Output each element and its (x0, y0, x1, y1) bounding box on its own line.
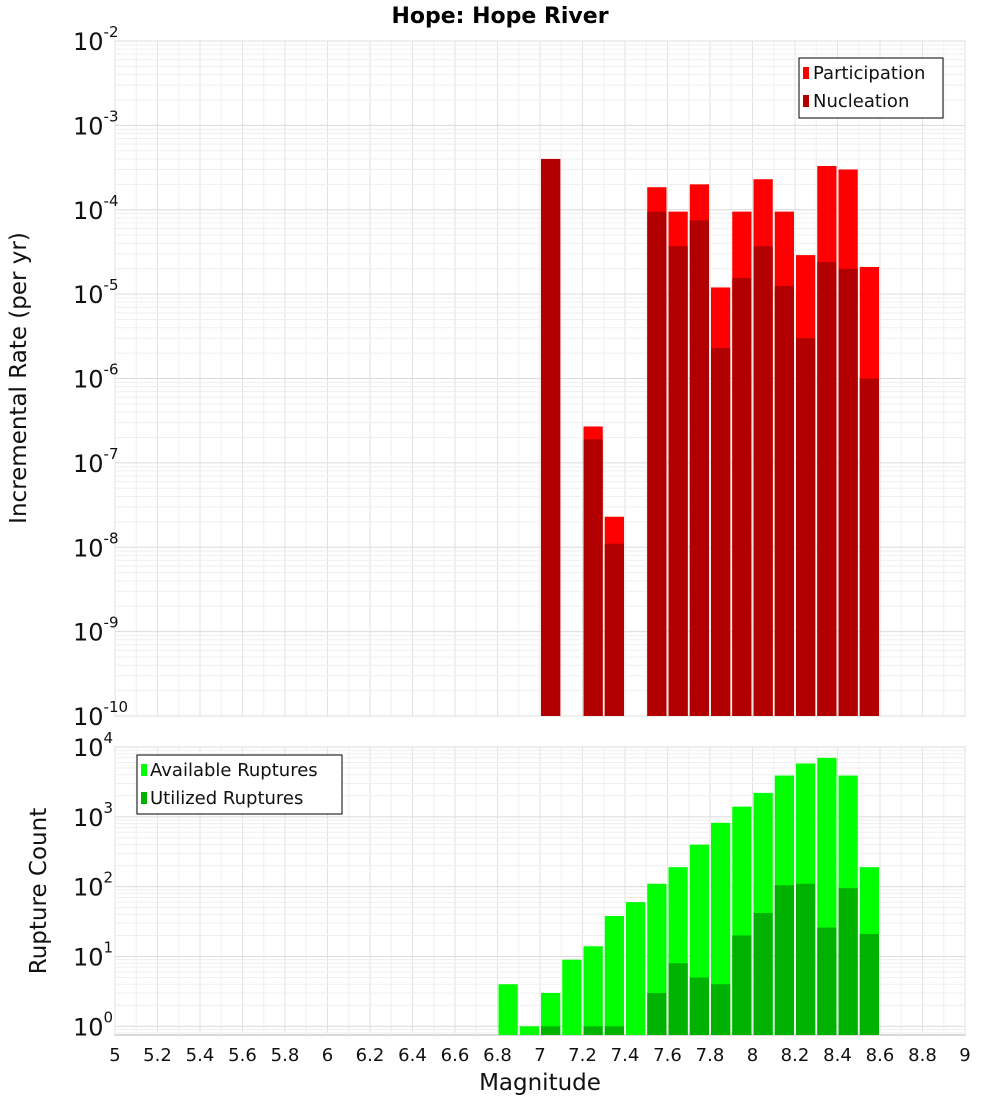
x-tick-5-6: 5.6 (228, 1045, 257, 1066)
bar-nucleation-8-15 (774, 285, 794, 716)
legend-swatch-participation (803, 67, 809, 79)
incremental-rate-y-tick-1e-2: 10-2 (73, 23, 119, 56)
chart-title: Hope: Hope River (391, 4, 608, 29)
bar-nucleation-8-05 (753, 246, 773, 716)
legend-label-participation: Participation (813, 63, 925, 84)
incremental-rate-legend: Participation Nucleation (798, 57, 944, 119)
x-tick-6-4: 6.4 (398, 1045, 427, 1066)
magnitude-x-axis-label: Magnitude (479, 1070, 601, 1096)
rupture-count-legend: Available Ruptures Utilized Ruptures (136, 754, 343, 815)
x-tick-7-8: 7.8 (696, 1045, 725, 1066)
incremental-rate-y-tick-1e-5: 10-5 (73, 276, 119, 309)
bar-utilized-ruptures-7-05 (541, 1026, 561, 1035)
incremental-rate-y-tick-1e-3: 10-3 (73, 107, 119, 140)
incremental-rate-y-tick-1e-4: 10-4 (73, 192, 119, 225)
x-tick-9: 9 (959, 1045, 970, 1066)
x-tick-8: 8 (747, 1045, 758, 1066)
bar-available-ruptures-7-45 (626, 902, 646, 1035)
bar-available-ruptures-7-35 (604, 915, 624, 1035)
bar-nucleation-8-45 (838, 268, 858, 716)
bar-nucleation-7-35 (604, 543, 624, 716)
x-tick-8-8: 8.8 (908, 1045, 937, 1066)
bar-nucleation-7-75 (689, 220, 709, 717)
bar-available-ruptures-6-85 (498, 984, 518, 1035)
bar-nucleation-8-55 (859, 378, 879, 716)
rupture-count-y-tick-1e0: 100 (73, 1008, 113, 1041)
incremental-rate-y-tick-1e-6: 10-6 (73, 361, 119, 394)
incremental-rate-y-axis-label: Incremental Rate (per yr) (6, 232, 32, 524)
bar-nucleation-7-55 (647, 211, 667, 716)
bar-nucleation-8-25 (796, 338, 816, 716)
incremental-rate-bars (541, 158, 879, 717)
x-tick-7-6: 7.6 (653, 1045, 682, 1066)
rupture-count-y-axis-label: Rupture Count (26, 808, 52, 974)
legend-swatch-utilized-ruptures (141, 792, 147, 804)
rupture-count-y-tick-1e1: 101 (73, 938, 113, 971)
legend-swatch-nucleation (803, 95, 809, 107)
x-tick-6-6: 6.6 (441, 1045, 470, 1066)
incremental-rate-y-tick-1e-7: 10-7 (73, 445, 119, 478)
bar-utilized-ruptures-7-65 (668, 963, 688, 1035)
x-tick-7-4: 7.4 (611, 1045, 640, 1066)
rupture-count-legend-box (136, 754, 343, 815)
x-tick-7-2: 7.2 (568, 1045, 597, 1066)
bar-utilized-ruptures-8-35 (817, 927, 837, 1035)
incremental-rate-y-tick-1e-9: 10-9 (73, 614, 119, 647)
x-tick-5-8: 5.8 (271, 1045, 300, 1066)
bar-available-ruptures-7-85 (711, 822, 731, 1035)
x-tick-5: 5 (109, 1045, 120, 1066)
magnitude-x-ticks: 5 5.2 5.4 5.6 5.8 6 6.2 6.4 6.6 6.8 7 7.2 7.4 7.6 7.8 8… (109, 1045, 970, 1066)
incremental-rate-y-tick-1e-8: 10-8 (73, 529, 119, 562)
bar-nucleation-7-95 (732, 278, 752, 716)
bar-nucleation-7-65 (668, 246, 688, 716)
bar-nucleation-7-05 (541, 158, 561, 717)
bar-utilized-ruptures-7-85 (711, 984, 731, 1035)
x-tick-5-4: 5.4 (186, 1045, 215, 1066)
x-tick-6-2: 6.2 (356, 1045, 385, 1066)
bar-utilized-ruptures-7-55 (647, 992, 667, 1035)
bar-utilized-ruptures-7-75 (689, 977, 709, 1035)
incremental-rate-y-tick-1e-10: 10-10 (73, 698, 128, 731)
legend-label-utilized-ruptures: Utilized Ruptures (150, 788, 303, 809)
bar-utilized-ruptures-8-05 (753, 912, 773, 1035)
legend-label-nucleation: Nucleation (813, 91, 909, 112)
x-tick-8-2: 8.2 (781, 1045, 810, 1066)
bar-utilized-ruptures-7-95 (732, 935, 752, 1035)
x-tick-8-4: 8.4 (823, 1045, 852, 1066)
bar-utilized-ruptures-8-15 (774, 885, 794, 1035)
bar-available-ruptures-7-25 (583, 946, 603, 1035)
incremental-rate-legend-box (798, 57, 944, 119)
rupture-count-y-tick-1e4: 104 (73, 729, 113, 762)
x-tick-7: 7 (534, 1045, 545, 1066)
bar-available-ruptures-7-05 (541, 992, 561, 1035)
bar-nucleation-7-85 (711, 347, 731, 716)
rupture-count-bars (498, 757, 879, 1035)
bar-nucleation-7-25 (583, 439, 603, 716)
x-tick-6-8: 6.8 (483, 1045, 512, 1066)
rupture-count-y-ticks: 100 101 102 103 104 (73, 729, 113, 1041)
x-tick-6: 6 (322, 1045, 333, 1066)
bar-available-ruptures-7-15 (562, 959, 582, 1035)
x-tick-5-2: 5.2 (143, 1045, 172, 1066)
bar-utilized-ruptures-7-25 (583, 1026, 603, 1035)
legend-swatch-available-ruptures (141, 764, 147, 776)
bar-utilized-ruptures-8-25 (796, 883, 816, 1035)
legend-label-available-ruptures: Available Ruptures (150, 760, 318, 781)
x-tick-8-6: 8.6 (866, 1045, 895, 1066)
bar-available-ruptures-6-95 (519, 1026, 539, 1035)
bar-utilized-ruptures-8-45 (838, 888, 858, 1035)
rupture-count-y-tick-1e3: 103 (73, 799, 113, 832)
bar-utilized-ruptures-8-55 (859, 933, 879, 1035)
incremental-rate-grid (114, 40, 966, 717)
rupture-count-y-tick-1e2: 102 (73, 869, 113, 902)
bar-nucleation-8-35 (817, 262, 837, 716)
bar-utilized-ruptures-7-35 (604, 1026, 624, 1035)
rupture-count-panel: 100 101 102 103 104 5 5.2 5.4 5.6 5.8 6 6.2 6.4 6.6 6… (26, 729, 971, 1096)
incremental-rate-panel: 10-10 10-9 10-8 10-7 10-6 10-5 10-4 10-3 10-2 In… (6, 23, 966, 731)
